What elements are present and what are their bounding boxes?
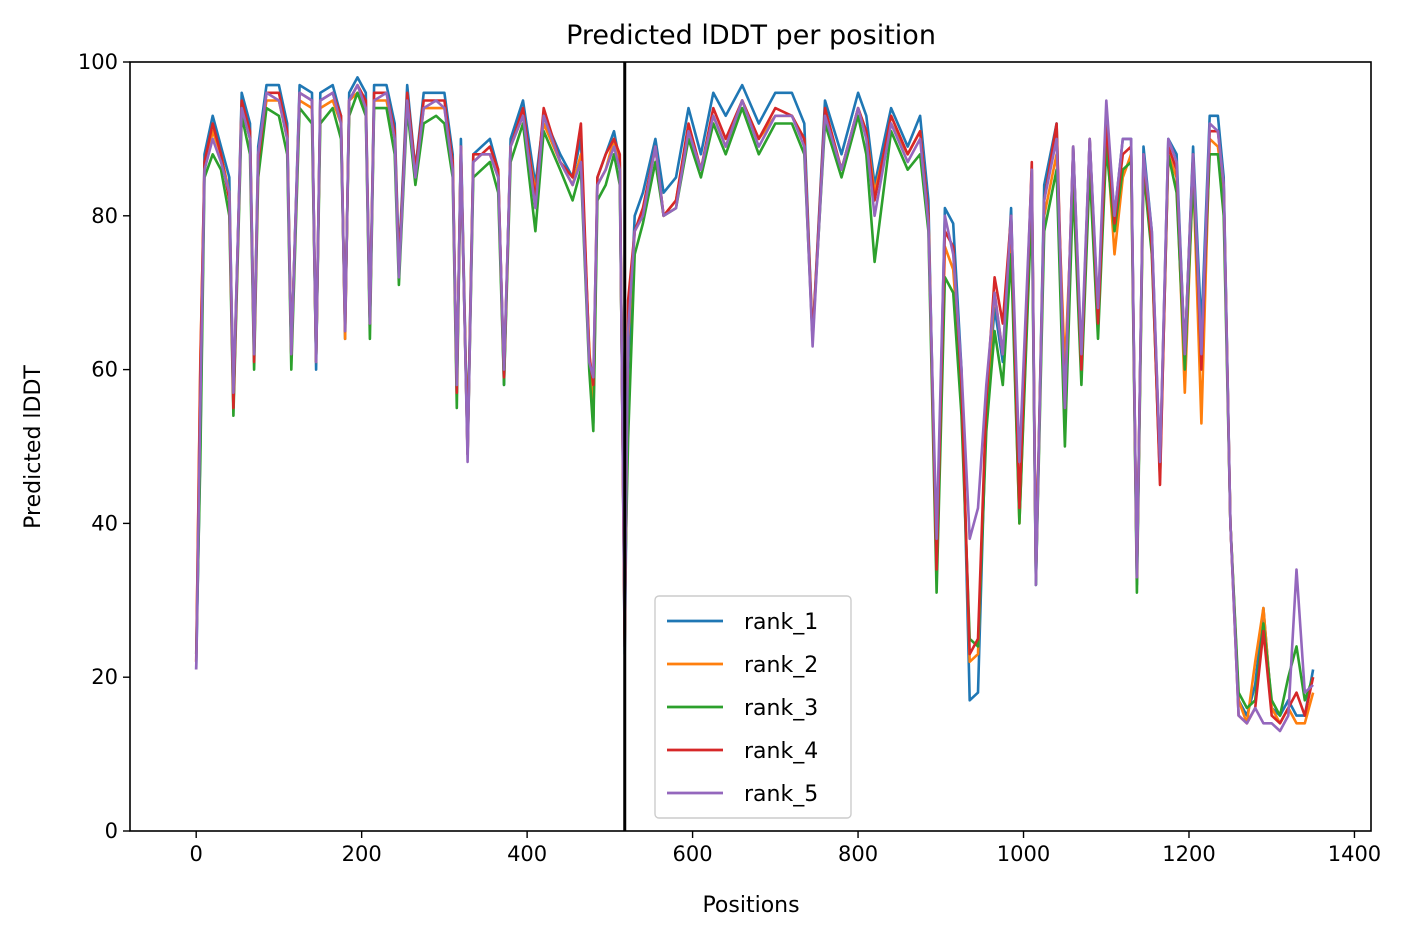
- y-tick-label: 0: [105, 819, 118, 843]
- y-tick-label: 40: [91, 511, 118, 535]
- x-tick-label: 200: [342, 842, 382, 866]
- y-tick-label: 100: [78, 50, 118, 74]
- x-axis: 0 200 400 600 800 1000 1200 1400: [189, 831, 1381, 866]
- y-axis: 0 20 40 60 80 100: [78, 50, 130, 843]
- chart-title: Predicted lDDT per position: [566, 20, 936, 51]
- y-axis-title: Predicted lDDT: [21, 365, 46, 529]
- x-tick-label: 600: [673, 842, 713, 866]
- y-tick-label: 20: [91, 665, 118, 689]
- legend-label: rank_4: [744, 739, 818, 764]
- plot-frame: [129, 61, 1372, 832]
- series-line-rank-5: [194, 83, 1314, 733]
- y-tick-label: 80: [91, 204, 118, 228]
- x-tick-label: 400: [507, 842, 547, 866]
- x-tick-label: 1400: [1328, 842, 1381, 866]
- legend-box: [654, 595, 852, 819]
- plot-area: [194, 62, 1315, 831]
- x-tick-label: 800: [838, 842, 878, 866]
- legend-label: rank_2: [744, 653, 818, 678]
- x-tick-label: 1000: [997, 842, 1050, 866]
- x-tick-label: 1200: [1162, 842, 1215, 866]
- x-tick-label: 0: [189, 842, 202, 866]
- legend-label: rank_1: [744, 610, 818, 635]
- y-tick-label: 60: [91, 358, 118, 382]
- legend-label: rank_3: [744, 696, 818, 721]
- legend: rank_1 rank_2 rank_3 rank_4 rank_5: [654, 595, 852, 819]
- x-axis-title: Positions: [702, 893, 799, 918]
- legend-label: rank_5: [744, 782, 818, 807]
